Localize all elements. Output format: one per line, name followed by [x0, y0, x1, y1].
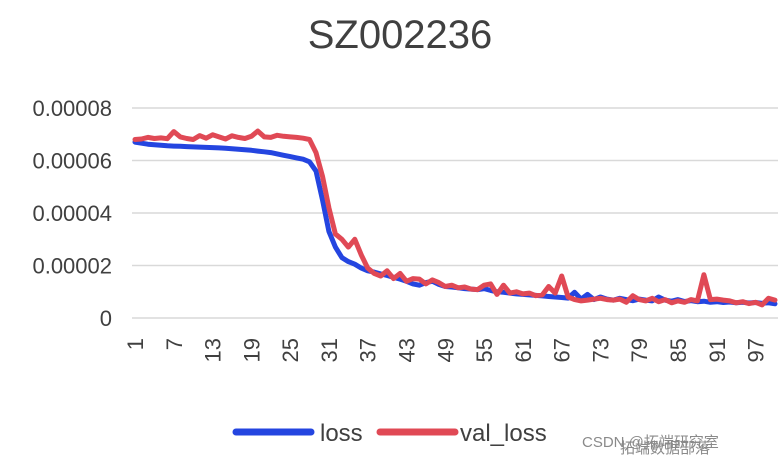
y-axis-tick-labels: 0 0.00002 0.00004 0.00006 0.00008	[32, 96, 112, 331]
chart-title: SZ002236	[308, 13, 493, 57]
y-tick-label: 0	[100, 306, 112, 331]
x-tick-label: 31	[317, 338, 342, 362]
legend: loss val_loss	[232, 420, 547, 447]
series-line-loss	[132, 139, 778, 307]
x-tick-label: 91	[705, 338, 730, 362]
x-tick-label: 25	[278, 338, 303, 362]
legend-label-loss: loss	[320, 420, 363, 447]
x-tick-label: 61	[511, 338, 536, 362]
x-tick-label: 67	[550, 338, 575, 362]
x-tick-label: 55	[472, 338, 497, 362]
watermark-text-csdn: CSDN @拓端研究室	[582, 434, 719, 451]
y-tick-label: 0.00006	[32, 149, 112, 174]
x-tick-label: 37	[356, 338, 381, 362]
x-tick-label: 7	[162, 338, 187, 350]
series-line-val-loss	[132, 128, 778, 308]
x-tick-label: 1	[123, 338, 148, 350]
x-tick-label: 97	[744, 338, 769, 362]
series-layer	[132, 128, 778, 308]
y-tick-label: 0.00004	[32, 201, 112, 226]
x-axis-tick-labels: 1 7 13 19 25 31 37 43 49 55 61 67 73 79 85 91 97	[123, 338, 769, 362]
x-tick-label: 73	[588, 338, 613, 362]
y-tick-label: 0.00008	[32, 96, 112, 121]
x-tick-label: 43	[395, 338, 420, 362]
x-tick-label: 85	[666, 338, 691, 362]
watermark-text: 拓端数据部落	[620, 440, 711, 457]
gridlines	[132, 107, 778, 319]
x-tick-label: 19	[239, 338, 264, 362]
x-tick-label: 13	[201, 338, 226, 362]
y-tick-label: 0.00002	[32, 254, 112, 279]
x-tick-label: 49	[433, 338, 458, 362]
x-tick-label: 79	[627, 338, 652, 362]
legend-label-val-loss: val_loss	[460, 420, 547, 447]
